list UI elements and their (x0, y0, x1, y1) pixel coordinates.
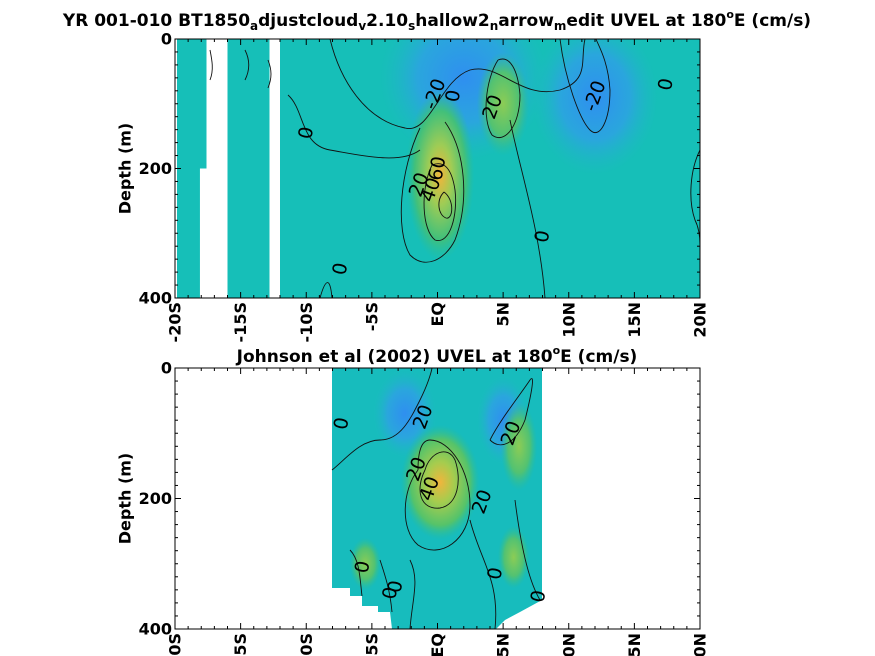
contour-label: 0 (654, 76, 678, 92)
contour-line (419, 451, 459, 509)
y-tick-label: 200 (139, 159, 172, 178)
x-tick-label: EQ (428, 302, 447, 327)
contour-line (489, 378, 533, 446)
x-tick-label: -20S (166, 633, 185, 656)
contour-line (244, 49, 250, 81)
y-axis-label: Depth (m) (116, 123, 135, 215)
x-tick-label: 10N (559, 633, 578, 656)
data-gap (206, 39, 228, 298)
contour-label: 0 (351, 559, 375, 575)
undercurrent-core (406, 89, 475, 261)
contour-line (404, 439, 471, 551)
bottom-field (175, 368, 700, 629)
x-tick-label: -5S (362, 633, 381, 656)
contour-line (423, 163, 457, 241)
data-gap (269, 39, 280, 298)
x-tick-label: 10N (559, 302, 578, 338)
contour-line (331, 368, 433, 471)
bottom-chart-title: Johnson et al (2002) UVEL at 180oE (cm/s… (236, 344, 638, 367)
deep-jet (349, 537, 382, 590)
contour-line (287, 94, 421, 159)
ncc-zone (500, 401, 538, 491)
top-field (175, 39, 700, 298)
contour-line (509, 119, 546, 298)
contour-label: 0 (378, 585, 402, 601)
top-chart-title: YR 001-010 BT1850adjustcloudv2.10shallow… (62, 8, 812, 33)
contour-line (438, 191, 453, 219)
y-tick-label: 0 (161, 30, 172, 49)
contour-label: 0 (441, 88, 465, 104)
y-axis-label: Depth (m) (116, 453, 135, 545)
x-tick-label: -10S (297, 302, 316, 342)
contour-line (469, 519, 497, 629)
contour-line (267, 59, 272, 89)
x-tick-label: 5N (494, 302, 513, 327)
contour-line (329, 39, 586, 129)
x-tick-label: 20N (691, 302, 710, 338)
x-tick-label: -15S (231, 633, 250, 656)
contour-label: 0 (527, 589, 551, 605)
y-tick-label: 0 (161, 359, 172, 378)
x-tick-label: 5N (494, 633, 513, 656)
x-tick-label: 20N (691, 633, 710, 656)
contour-label: 0 (483, 566, 507, 582)
contour-label: 0 (328, 261, 352, 277)
data-gap (199, 168, 207, 298)
x-tick-label: -15S (231, 302, 250, 342)
undercurrent-core (400, 424, 480, 540)
contour-line (400, 121, 465, 263)
contour-line (349, 549, 363, 597)
x-tick-label: -10S (297, 633, 316, 656)
x-tick-label: EQ (428, 633, 447, 656)
contour-line (379, 559, 393, 613)
contour-label: 0 (384, 579, 408, 595)
data-coverage-shading (349, 369, 538, 590)
y-tick-label: 400 (139, 620, 172, 639)
contour-line (319, 282, 333, 298)
y-tick-label: 200 (139, 489, 172, 508)
contour-label: 0 (330, 416, 354, 432)
contour-line (485, 58, 521, 138)
contour-line (559, 39, 611, 133)
contour-label: 0 (531, 229, 555, 245)
south-equatorial-current-north (532, 39, 658, 175)
x-tick-label: 15N (625, 302, 644, 338)
contour-label: 0 (294, 125, 318, 141)
y-tick-label: 400 (139, 289, 172, 308)
x-tick-label: -5S (362, 302, 381, 331)
contour-line (409, 559, 416, 629)
contour-line (514, 499, 541, 601)
x-tick-label: 15N (625, 633, 644, 656)
x-tick-label: -20S (166, 302, 185, 342)
contour-label: 60 (425, 155, 451, 183)
contour-line (209, 49, 213, 81)
